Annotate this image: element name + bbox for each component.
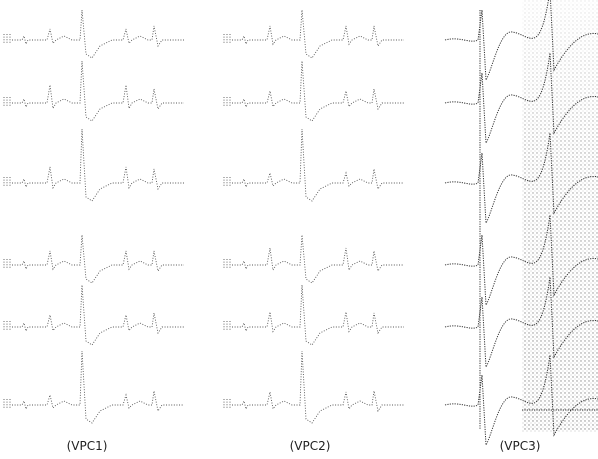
ecg-lead <box>232 284 404 346</box>
ecg-lead <box>232 234 404 284</box>
ecg-lead <box>444 354 598 447</box>
ecg-lead <box>232 350 404 424</box>
ecg-lead <box>12 128 184 202</box>
lead-marker <box>223 321 231 331</box>
lead-marker <box>3 259 11 269</box>
panel-label: (VPC3) <box>499 439 541 453</box>
ecg-lead <box>232 60 404 122</box>
dense-fade <box>522 0 598 432</box>
ecg-lead <box>444 276 598 369</box>
lead-marker <box>223 34 231 44</box>
lead-marker <box>3 97 11 107</box>
panel-label: (VPC2) <box>289 439 331 453</box>
lead-marker <box>223 97 231 107</box>
ecg-lead <box>444 214 598 307</box>
lead-marker <box>3 399 11 409</box>
ecg-lead <box>444 52 598 145</box>
ecg-lead <box>12 234 184 284</box>
ecg-lead <box>12 350 184 424</box>
ecg-lead <box>12 284 184 346</box>
ecg-lead <box>12 9 184 59</box>
trace-group <box>3 0 598 447</box>
ecg-lead <box>232 9 404 59</box>
lead-marker <box>3 321 11 331</box>
lead-marker <box>223 177 231 187</box>
lead-marker <box>3 34 11 44</box>
lead-marker <box>223 259 231 269</box>
panel-label: (VPC1) <box>66 439 108 453</box>
ecg-lead <box>232 128 404 202</box>
lead-marker <box>223 399 231 409</box>
ecg-lead <box>444 132 598 225</box>
lead-marker <box>3 177 11 187</box>
ecg-lead <box>12 60 184 122</box>
ecg-lead <box>444 0 598 82</box>
